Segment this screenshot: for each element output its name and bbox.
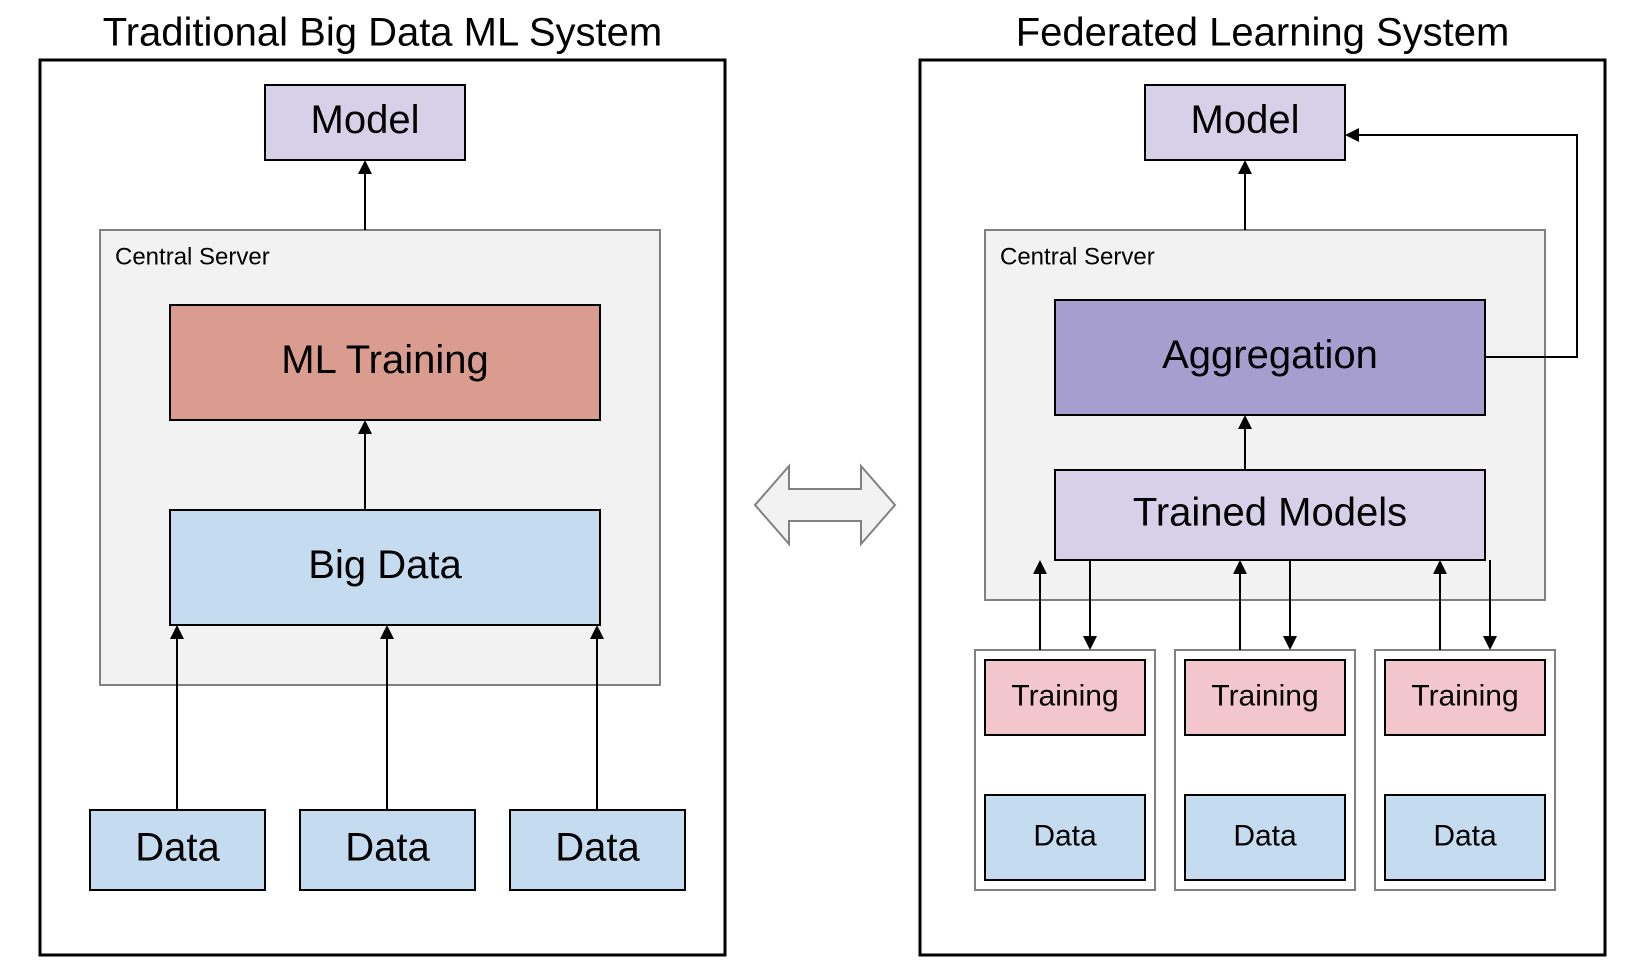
right-server-label: Central Server bbox=[1000, 243, 1155, 270]
client-data-label-0: Data bbox=[1033, 819, 1097, 852]
right-model-label: Model bbox=[1191, 98, 1300, 142]
left-title: Traditional Big Data ML System bbox=[103, 11, 662, 55]
left-data-label-2: Data bbox=[555, 826, 640, 870]
trained-models-label: Trained Models bbox=[1133, 491, 1407, 535]
left-data-label-0: Data bbox=[135, 826, 220, 870]
right-title: Federated Learning System bbox=[1016, 11, 1510, 55]
aggregation-label: Aggregation bbox=[1162, 333, 1378, 377]
client-data-label-1: Data bbox=[1233, 819, 1297, 852]
client-training-label-0: Training bbox=[1011, 679, 1118, 712]
big-data-label: Big Data bbox=[308, 543, 462, 587]
left-data-label-1: Data bbox=[345, 826, 430, 870]
left-model-label: Model bbox=[311, 98, 420, 142]
bidirectional-arrow-icon bbox=[755, 466, 895, 544]
client-data-label-2: Data bbox=[1433, 819, 1497, 852]
client-training-label-2: Training bbox=[1411, 679, 1518, 712]
client-training-label-1: Training bbox=[1211, 679, 1318, 712]
left-server-label: Central Server bbox=[115, 243, 270, 270]
ml-training-label: ML Training bbox=[281, 338, 489, 382]
